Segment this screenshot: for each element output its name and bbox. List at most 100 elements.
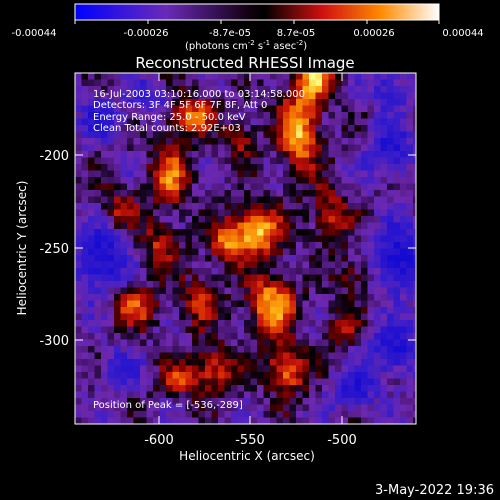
image-pixel: [81, 320, 89, 327]
image-pixel: [172, 170, 180, 178]
image-pixel: [224, 118, 232, 126]
image-pixel: [101, 404, 108, 412]
image-pixel: [302, 138, 310, 145]
image-pixel: [309, 352, 316, 360]
image-pixel: [185, 320, 193, 327]
image-pixel: [94, 287, 102, 295]
image-pixel: [185, 235, 193, 243]
image-pixel: [270, 229, 277, 236]
image-pixel: [406, 216, 414, 223]
image-pixel: [81, 170, 89, 178]
image-pixel: [159, 313, 167, 321]
image-pixel: [341, 248, 349, 256]
image-pixel: [88, 398, 95, 405]
image-pixel: [153, 138, 160, 145]
image-pixel: [413, 398, 416, 405]
image-pixel: [257, 307, 264, 314]
image-pixel: [302, 359, 310, 366]
image-pixel: [120, 300, 128, 308]
image-pixel: [406, 313, 414, 321]
image-pixel: [224, 404, 232, 412]
image-pixel: [101, 99, 108, 106]
y-tick-label: -300: [39, 334, 69, 349]
image-pixel: [257, 235, 264, 243]
image-pixel: [244, 385, 251, 392]
image-pixel: [231, 417, 238, 424]
image-pixel: [101, 73, 108, 80]
image-pixel: [348, 385, 355, 392]
image-pixel: [153, 235, 160, 243]
image-pixel: [302, 157, 310, 165]
image-pixel: [166, 320, 173, 327]
image-pixel: [198, 411, 206, 418]
image-pixel: [94, 196, 102, 204]
image-pixel: [192, 229, 199, 236]
image-pixel: [198, 79, 206, 87]
image-pixel: [283, 378, 290, 386]
image-pixel: [367, 177, 375, 184]
image-pixel: [380, 255, 388, 262]
image-pixel: [88, 157, 95, 165]
image-pixel: [107, 183, 115, 191]
image-pixel: [211, 144, 219, 152]
image-pixel: [211, 417, 219, 424]
image-pixel: [192, 222, 199, 230]
image-pixel: [198, 235, 206, 243]
image-pixel: [315, 177, 323, 184]
image-pixel: [218, 118, 225, 126]
image-pixel: [198, 359, 206, 366]
image-pixel: [133, 183, 141, 191]
image-pixel: [107, 300, 115, 308]
image-pixel: [348, 333, 355, 340]
image-pixel: [361, 294, 368, 301]
image-pixel: [166, 365, 173, 373]
image-pixel: [276, 307, 284, 314]
image-pixel: [348, 105, 355, 113]
image-pixel: [140, 391, 147, 399]
image-pixel: [315, 196, 323, 204]
image-pixel: [322, 118, 329, 126]
image-pixel: [198, 261, 206, 269]
image-pixel: [231, 105, 238, 113]
image-pixel: [380, 352, 388, 360]
image-pixel: [276, 203, 284, 210]
image-pixel: [81, 177, 89, 184]
image-pixel: [185, 79, 193, 87]
image-pixel: [361, 307, 368, 314]
image-pixel: [406, 346, 414, 353]
image-pixel: [205, 268, 212, 275]
image-pixel: [205, 391, 212, 399]
image-pixel: [101, 417, 108, 424]
image-pixel: [81, 411, 89, 418]
image-pixel: [172, 385, 180, 392]
image-pixel: [374, 417, 381, 424]
image-pixel: [244, 125, 251, 132]
image-pixel: [205, 300, 212, 308]
image-pixel: [283, 320, 290, 327]
image-pixel: [380, 183, 388, 191]
annotation-detectors: Detectors: 3F 4F 5F 6F 7F 8F, Att 0: [93, 100, 267, 111]
image-pixel: [101, 346, 108, 353]
image-pixel: [159, 339, 167, 347]
image-pixel: [205, 255, 212, 262]
image-pixel: [153, 274, 160, 282]
image-pixel: [328, 281, 336, 288]
image-pixel: [302, 261, 310, 269]
image-pixel: [361, 261, 368, 269]
image-pixel: [101, 105, 108, 113]
image-pixel: [400, 352, 407, 360]
image-pixel: [276, 183, 284, 191]
image-pixel: [179, 294, 186, 301]
image-pixel: [244, 177, 251, 184]
image-pixel: [380, 216, 388, 223]
image-pixel: [276, 359, 284, 366]
image-pixel: [354, 242, 362, 249]
image-pixel: [341, 307, 349, 314]
image-pixel: [81, 79, 89, 87]
image-pixel: [179, 138, 186, 145]
image-pixel: [354, 151, 362, 158]
image-pixel: [400, 196, 407, 204]
image-pixel: [198, 125, 206, 132]
image-pixel: [81, 404, 89, 412]
image-pixel: [211, 385, 219, 392]
